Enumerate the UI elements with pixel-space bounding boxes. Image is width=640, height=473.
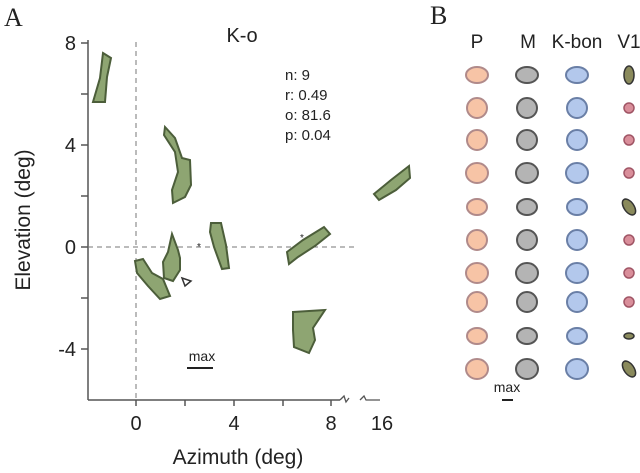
column-header-p: P [471,32,484,53]
receptive-field-cell [516,198,538,216]
receptive-field-cell [516,229,538,251]
receptive-field-cell [466,198,488,216]
receptive-field-cell [566,129,588,151]
receptive-field [285,225,332,266]
stat-o: o: 81.6 [285,107,331,124]
asterisk-marker: * [197,242,201,253]
column-header-m: M [520,32,536,53]
chart-title: K-o [226,25,257,47]
receptive-field-cell [466,327,488,345]
receptive-field-cell [515,162,539,184]
receptive-field-cell [566,291,588,313]
receptive-field-cell [515,262,539,284]
receptive-field-cell [466,97,488,119]
receptive-field-cell [565,358,589,380]
receptive-field-cell [466,291,488,313]
receptive-field [162,124,193,205]
receptive-field [91,51,113,103]
receptive-field-cell [623,267,635,279]
receptive-field-cell [566,97,588,119]
receptive-field-cell [465,66,489,84]
x-tick-label: 4 [228,413,239,435]
x-tick-label: 16 [371,413,393,435]
receptive-field-cell [466,229,488,251]
receptive-field-cell [565,66,589,84]
receptive-field-cell [515,66,539,84]
receptive-field-cell [623,167,635,179]
receptive-field-cell [623,234,635,246]
axis-break [339,394,380,404]
receptive-field [372,164,412,202]
receptive-field-cell [566,198,588,216]
triangle-marker-icon [180,276,193,288]
receptive-field-cell [623,65,635,85]
receptive-field [208,222,231,271]
panel-label-a: A [4,3,23,32]
receptive-field [161,230,181,283]
receptive-field-cell [516,327,538,345]
receptive-field-cell [566,229,588,251]
panel-label-b: B [430,1,447,30]
receptive-field-cell [623,296,635,308]
x-tick-label: 8 [325,413,336,435]
y-axis-label: Elevation (deg) [12,149,35,290]
receptive-field-cell [621,360,637,378]
receptive-field-cell [621,198,637,216]
stat-r: r: 0.49 [285,87,328,104]
receptive-field-cell [566,327,588,345]
panel-b-grid: P M K-bon V1 max [465,32,640,401]
receptive-field-cell [565,162,589,184]
receptive-field-cell [516,291,538,313]
stat-p: p: 0.04 [285,127,331,144]
receptive-field [292,308,327,355]
asterisk-marker: * [300,233,304,244]
receptive-field-cell [623,102,635,114]
scale-label-b: max [494,379,520,395]
x-tick-label: 0 [130,413,141,435]
ticks [81,42,332,406]
receptive-field-cell [623,134,635,146]
panel-a-plot: K-o 8 4 0 -4 0 4 8 16 Azimuth (deg) Elev… [12,25,412,469]
receptive-field [133,257,172,301]
receptive-field-cell [515,358,539,380]
y-tick-label: 4 [65,135,76,157]
y-tick-label: 8 [65,33,76,55]
x-axis-label: Azimuth (deg) [173,446,304,469]
stat-n: n: 9 [285,67,310,84]
column-header-v1: V1 [617,32,640,53]
receptive-field-cell [466,129,488,151]
receptive-field-cell [565,262,589,284]
column-header-k-bon: K-bon [552,32,603,53]
receptive-field-cell [623,332,635,340]
receptive-field-cell [465,262,489,284]
scale-label: max [189,348,215,364]
receptive-field-cell [516,97,538,119]
y-tick-label: -4 [58,339,76,361]
receptive-field-cell [516,129,538,151]
receptive-field-cell [465,162,489,184]
receptive-field-cell [465,358,489,380]
y-tick-label: 0 [65,237,76,259]
